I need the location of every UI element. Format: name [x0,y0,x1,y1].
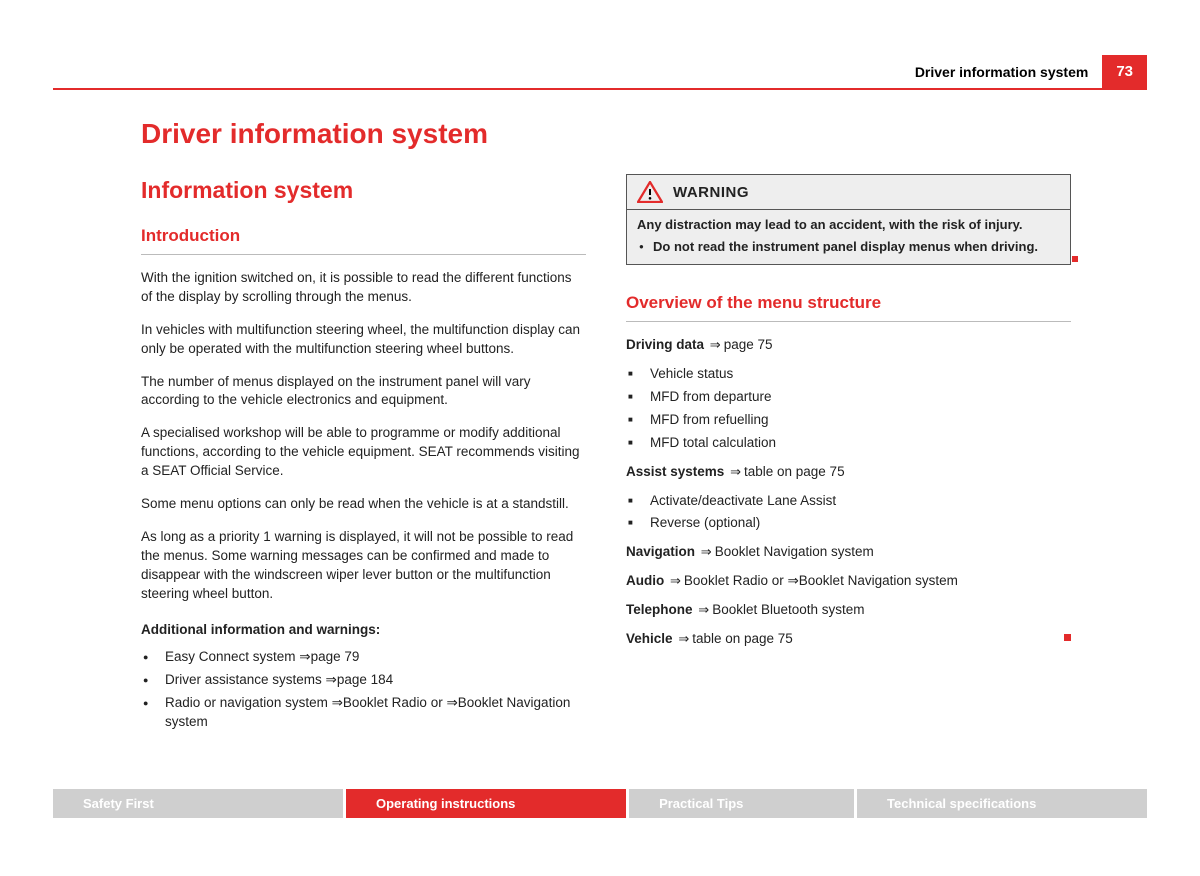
additional-info-list: Easy Connect system ⇒page 79 Driver assi… [141,648,586,732]
right-column: WARNING Any distraction may lead to an a… [626,174,1071,736]
footer-tabs: Safety First Operating instructions Prac… [53,789,1147,818]
menu-label: Assist systems [626,464,724,479]
body-paragraph: As long as a priority 1 warning is displ… [141,528,586,604]
arrow-icon [696,602,712,617]
additional-info-heading: Additional information and warnings: [141,621,586,640]
arrow-icon [668,573,684,588]
page-title: Driver information system [141,118,1147,150]
menu-sublist: Activate/deactivate Lane Assist Reverse … [626,492,1071,534]
subsection-heading: Introduction [141,224,586,255]
menu-label: Navigation [626,544,695,559]
menu-group: Audio Booklet Radio or ⇒Booklet Navigati… [626,572,1071,591]
list-item: Activate/deactivate Lane Assist [646,492,1071,511]
manual-page: Driver information system 73 Driver info… [53,55,1147,736]
arrow-icon [676,631,692,646]
menu-label: Telephone [626,602,693,617]
list-item: Driver assistance systems ⇒page 184 [161,671,586,690]
content-columns: Information system Introduction With the… [141,174,1147,736]
list-item: Radio or navigation system ⇒Booklet Radi… [161,694,586,732]
menu-ref: table on page 75 [692,631,793,646]
page-number: 73 [1102,55,1147,88]
menu-group: Driving data page 75 [626,336,1071,355]
list-item: MFD from departure [646,388,1071,407]
section-end-marker [1072,256,1078,262]
section-heading: Information system [141,174,586,206]
menu-sublist: Vehicle status MFD from departure MFD fr… [626,365,1071,453]
menu-group: Vehicle table on page 75 [626,630,1071,649]
menu-label: Vehicle [626,631,673,646]
list-item: MFD total calculation [646,434,1071,453]
list-item: Easy Connect system ⇒page 79 [161,648,586,667]
menu-ref: Booklet Navigation system [715,544,874,559]
warning-body: Any distraction may lead to an accident,… [627,210,1070,264]
menu-group: Navigation Booklet Navigation system [626,543,1071,562]
tab-technical-specifications[interactable]: Technical specifications [857,789,1147,818]
body-paragraph: A specialised workshop will be able to p… [141,424,586,481]
menu-ref: page 75 [724,337,773,352]
warning-bullet: Do not read the instrument panel display… [653,238,1060,256]
menu-group: Telephone Booklet Bluetooth system [626,601,1071,620]
tab-operating-instructions[interactable]: Operating instructions [346,789,626,818]
arrow-icon [699,544,715,559]
section-end-marker [1064,634,1071,641]
arrow-icon [728,464,744,479]
menu-ref: Booklet Bluetooth system [712,602,864,617]
body-paragraph: Some menu options can only be read when … [141,495,586,514]
menu-label: Driving data [626,337,704,352]
tab-practical-tips[interactable]: Practical Tips [629,789,854,818]
menu-group: Assist systems table on page 75 [626,463,1071,482]
arrow-icon [708,337,724,352]
warning-text: Any distraction may lead to an accident,… [637,216,1060,234]
left-column: Information system Introduction With the… [141,174,586,736]
menu-label: Audio [626,573,664,588]
subsection-heading: Overview of the menu structure [626,291,1071,322]
menu-ref: table on page 75 [744,464,845,479]
tab-safety-first[interactable]: Safety First [53,789,343,818]
list-item: MFD from refuelling [646,411,1071,430]
body-paragraph: The number of menus displayed on the ins… [141,373,586,411]
list-item: Vehicle status [646,365,1071,384]
warning-box: WARNING Any distraction may lead to an a… [626,174,1071,265]
header-section-name: Driver information system [915,58,1103,86]
warning-label: WARNING [673,182,749,203]
body-paragraph: In vehicles with multifunction steering … [141,321,586,359]
page-header: Driver information system 73 [53,55,1147,90]
warning-header: WARNING [627,175,1070,210]
menu-ref: Booklet Radio or ⇒Booklet Navigation sys… [684,573,958,588]
list-item: Reverse (optional) [646,514,1071,533]
warning-triangle-icon [637,181,663,203]
body-paragraph: With the ignition switched on, it is pos… [141,269,586,307]
